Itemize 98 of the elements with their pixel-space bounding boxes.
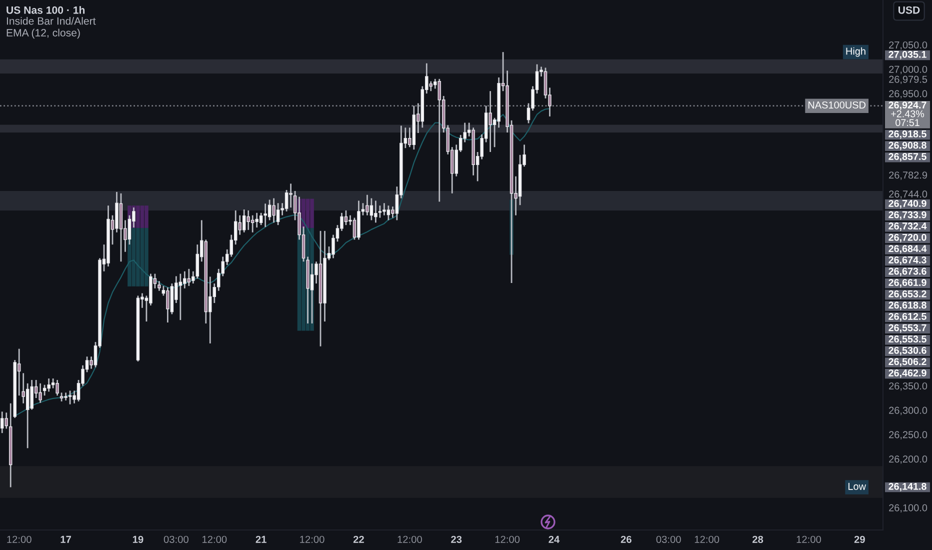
text: 26,720.0: [888, 234, 926, 242]
candlestick: [42, 384, 46, 396]
annotation: NAS100USD: [808, 101, 866, 109]
y-tick-label: 26,979.5: [889, 76, 928, 84]
candlestick: [246, 210, 250, 231]
chart-title: US Nas 100 · 1h: [6, 6, 85, 14]
bar: [144, 228, 148, 286]
candlestick: [488, 90, 492, 153]
bar: [144, 206, 148, 228]
text: 26,857.5: [888, 153, 926, 162]
text: 26,530.6: [888, 346, 926, 356]
candlestick: [242, 208, 246, 234]
candlestick: [386, 204, 390, 221]
text: 26,684.4: [888, 245, 927, 254]
x-tick-label: 12:00: [202, 536, 227, 544]
x-tick-label: 22: [353, 536, 364, 543]
candlestick: [268, 199, 272, 221]
text: 26,653.2: [888, 290, 926, 299]
text: 26,553.7: [888, 324, 926, 333]
text: 26,674.3: [888, 256, 926, 265]
text: 27,035.1: [888, 50, 926, 60]
candlestick: [0, 410, 4, 434]
candlestick: [272, 198, 276, 224]
candlestick: [158, 280, 161, 292]
y-tick-label: 26,744.0: [889, 190, 928, 199]
y-tick-label: 26,350.0: [889, 382, 928, 391]
candlestick: [374, 200, 378, 224]
candlestick: [183, 270, 186, 290]
y-tick-label: 27,000.0: [889, 66, 928, 74]
candlestick: [4, 412, 8, 430]
text: 26,908.8: [888, 142, 926, 150]
candlestick: [438, 78, 441, 202]
text: 26,462.9: [888, 369, 926, 378]
candlestick: [370, 198, 374, 221]
candlestick: [38, 382, 42, 404]
bar: [136, 206, 140, 228]
x-tick-label: 12:00: [300, 536, 324, 544]
candlestick: [284, 189, 288, 212]
x-tick-label: 26: [620, 536, 632, 544]
x-tick-label: 12:00: [796, 536, 821, 544]
candlestick: [26, 382, 30, 449]
x-tick-label: 12:00: [398, 536, 422, 544]
candlestick: [56, 379, 59, 396]
ref-line-label: 26,924.7 +2.43% 07:51: [888, 102, 926, 126]
candlestick: [187, 268, 191, 287]
candlestick: [264, 202, 267, 228]
y-tick-label: 26,200.0: [889, 456, 928, 464]
candlestick: [289, 182, 292, 208]
y-tick-label: 26,950.0: [889, 90, 928, 98]
bar: [140, 206, 144, 228]
bar: [310, 198, 314, 228]
x-tick-label: 19: [132, 536, 144, 544]
y-axis-title: USD: [898, 6, 920, 14]
candlestick: [382, 202, 386, 216]
x-tick-label: 03:00: [164, 536, 188, 544]
candlestick: [344, 210, 348, 226]
text: 26,618.8: [888, 302, 926, 310]
text: 26,732.4: [888, 222, 927, 231]
x-tick-label: 24: [548, 536, 560, 543]
candlestick: [378, 204, 382, 218]
text: 26,141.8: [888, 482, 926, 492]
annotation: Low: [848, 482, 866, 490]
candlestick: [255, 212, 258, 228]
candlestick: [166, 286, 170, 324]
x-tick-label: 28: [752, 536, 764, 544]
candlestick: [276, 202, 280, 226]
candlestick: [366, 194, 369, 216]
text: 26,918.5: [888, 130, 926, 139]
y-tick-label: 27,050.0: [889, 41, 928, 50]
y-tick-label: 26,100.0: [889, 504, 928, 512]
text: 26,506.2: [888, 358, 926, 367]
x-tick-label: 12:00: [495, 536, 520, 544]
candlestick: [196, 244, 200, 280]
candlestick: [178, 273, 182, 321]
text: 26,661.9: [888, 279, 926, 288]
x-tick-label: 21: [256, 536, 266, 543]
bar: [136, 228, 140, 286]
text: 26,740.9: [888, 200, 926, 208]
x-tick-label: 23: [451, 536, 462, 544]
y-tick-label: 26,300.0: [889, 406, 928, 416]
text: 26,733.9: [888, 211, 926, 220]
candlestick: [250, 214, 254, 234]
x-tick-label: 03:00: [656, 536, 681, 544]
x-tick-label: 29: [854, 536, 865, 544]
x-tick-label: 12:00: [694, 536, 720, 544]
text: Inside Bar Ind/Alert EMA (12, close): [6, 17, 96, 39]
text: 26,553.5: [888, 336, 926, 344]
text: 26,612.5: [888, 312, 926, 322]
y-tick-label: 26,782.9: [889, 172, 928, 180]
candlestick: [47, 378, 50, 392]
annotation: High: [846, 47, 866, 57]
x-tick-label: 17: [60, 536, 71, 543]
x-tick-label: 12:00: [7, 536, 32, 544]
text: 26,673.6: [888, 268, 926, 276]
candlestick: [259, 212, 263, 226]
y-tick-label: 26,250.0: [889, 431, 928, 440]
line-series: [14, 108, 550, 417]
candlestick: [68, 390, 72, 406]
